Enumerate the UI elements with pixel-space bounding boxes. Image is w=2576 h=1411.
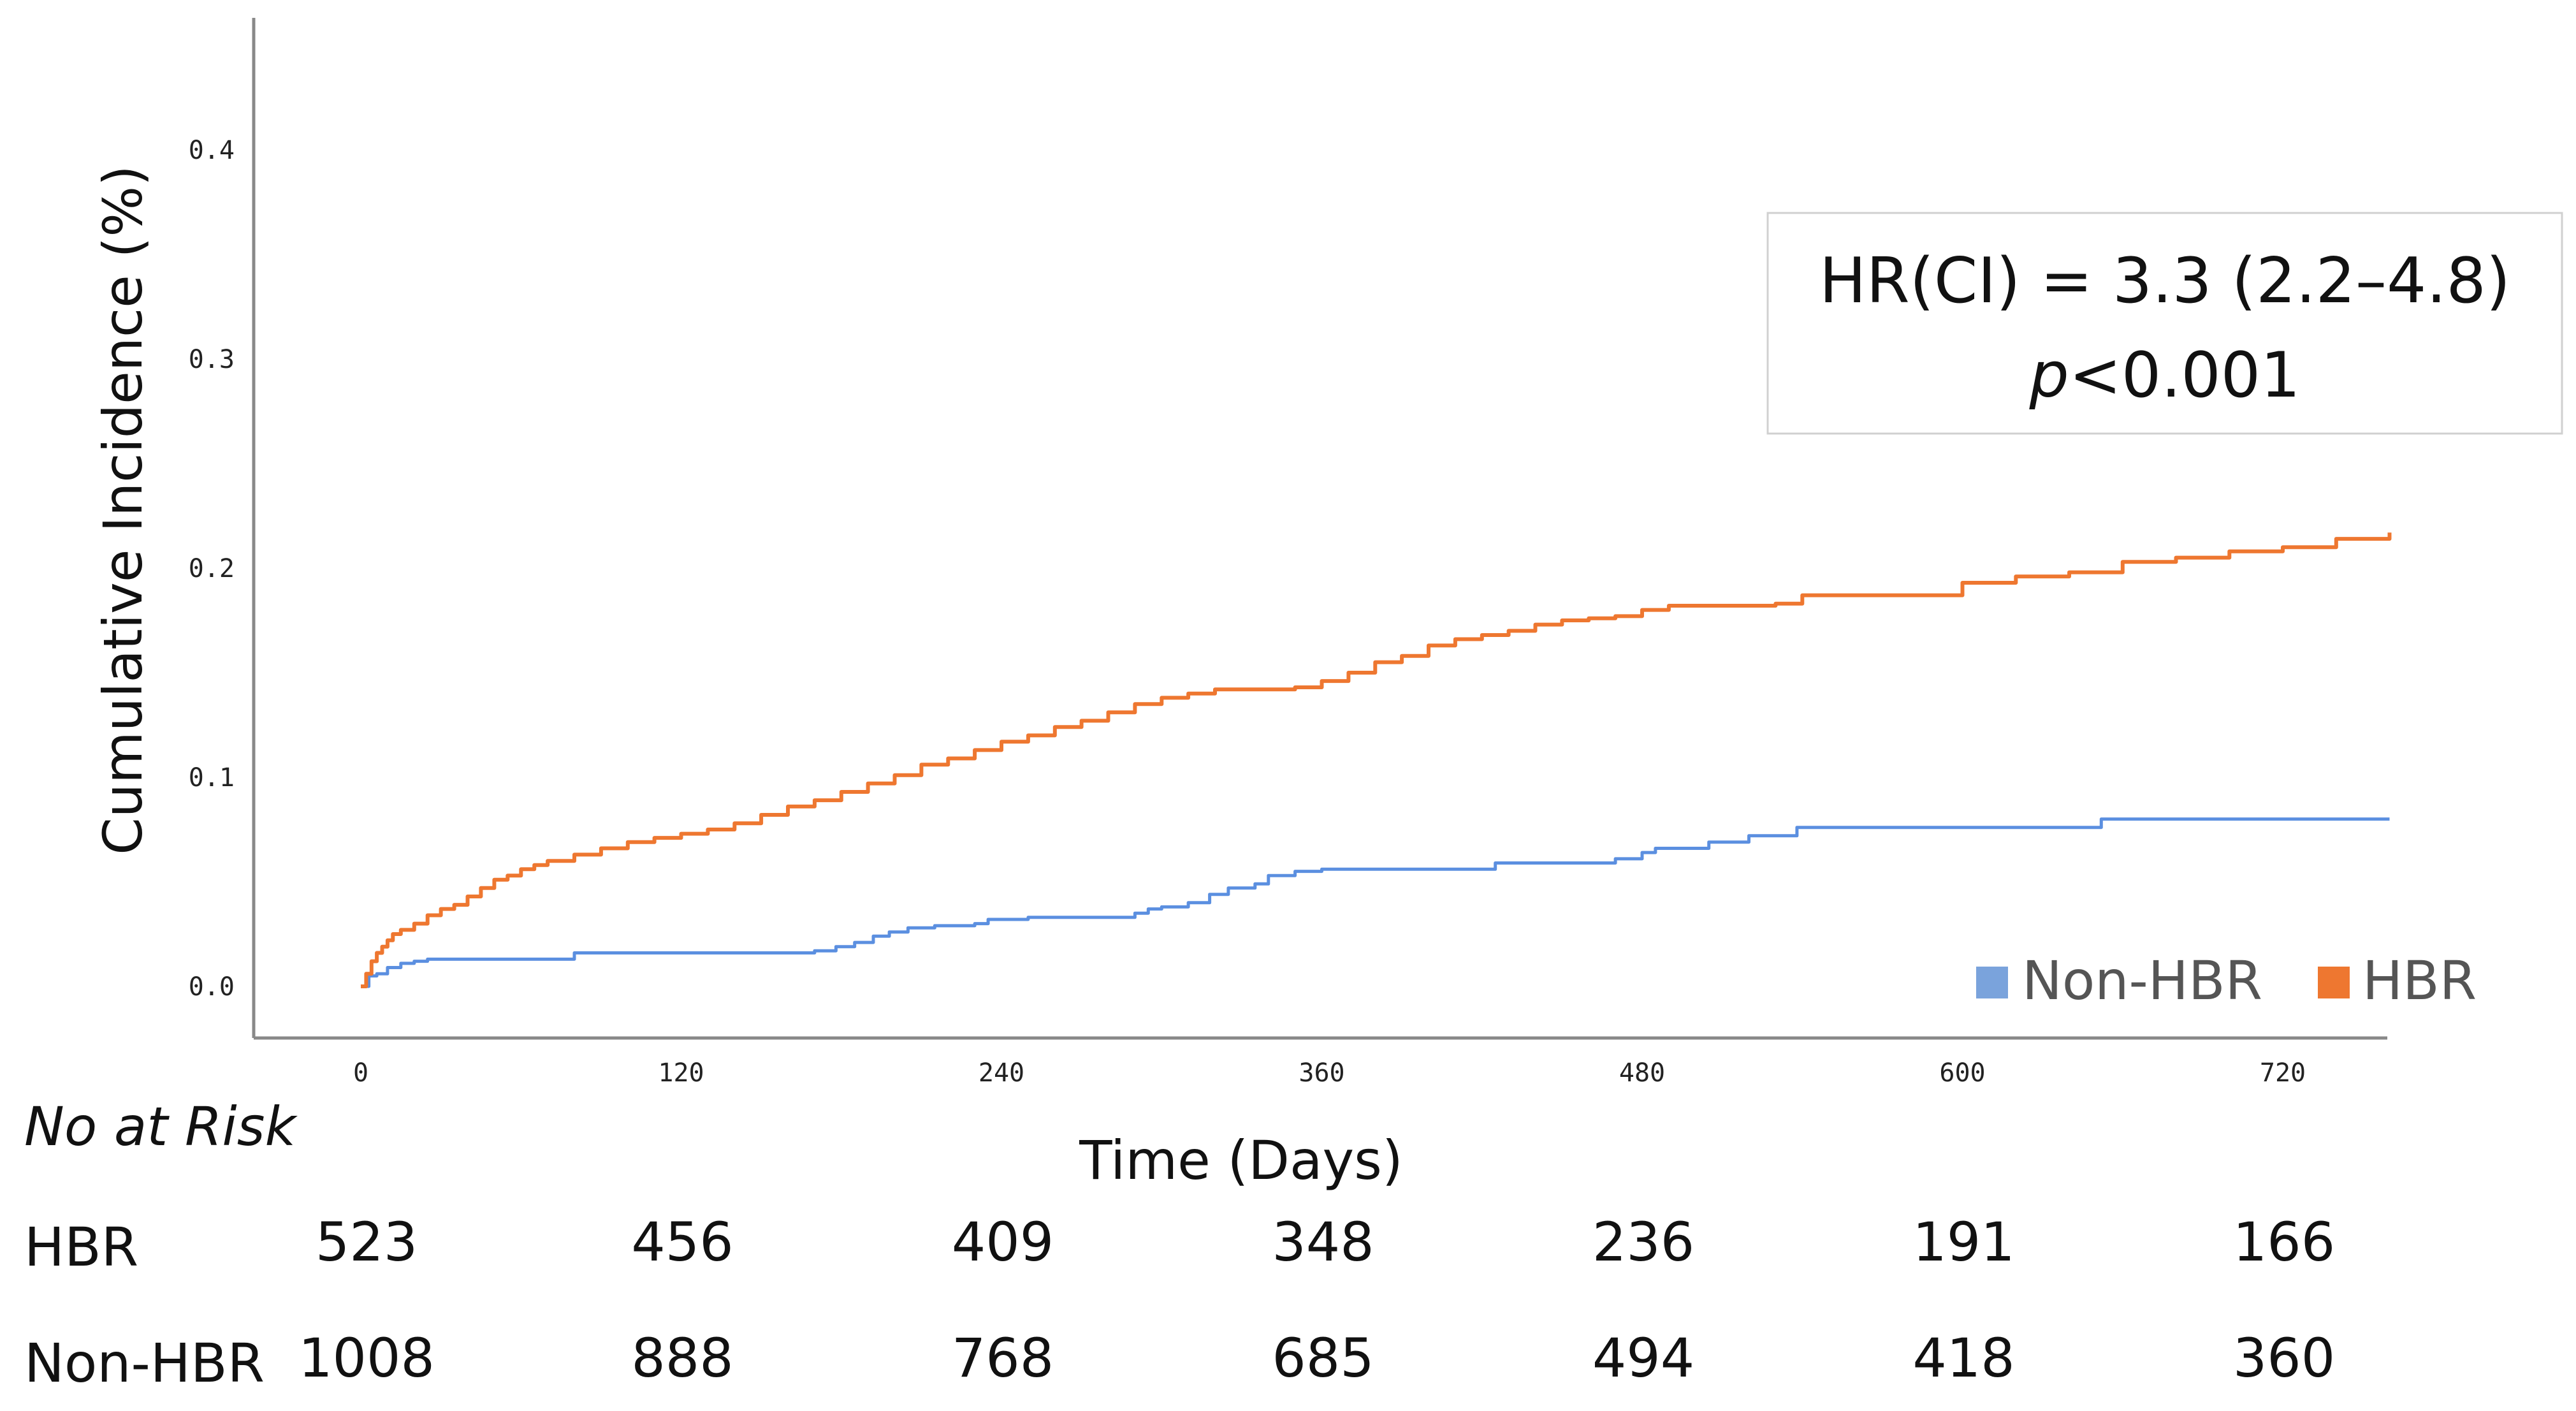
hazard-ratio-text: HR(CI) = 3.3 (2.2–4.8) [1819, 245, 2510, 318]
risk-count: 409 [951, 1211, 1054, 1273]
risk-count: 456 [631, 1211, 734, 1273]
legend: Non-HBR HBR [1976, 949, 2477, 1012]
y-tick-label: 0.0 [189, 972, 235, 1002]
risk-count: 236 [1592, 1211, 1695, 1273]
legend-label-non-hbr: Non-HBR [2022, 949, 2262, 1012]
y-axis-ticks: 0.0 0.1 0.2 0.3 0.4 [189, 136, 235, 1002]
y-tick-label: 0.1 [189, 763, 235, 793]
x-axis-title: Time (Days) [1079, 1129, 1402, 1192]
risk-count: 1008 [298, 1327, 435, 1389]
risk-row-label: Non-HBR [24, 1332, 265, 1394]
series-layer [361, 532, 2392, 988]
series-line-non-hbr [361, 817, 2390, 988]
y-tick-label: 0.4 [189, 136, 235, 165]
y-tick-label: 0.2 [189, 554, 235, 583]
risk-count: 166 [2232, 1211, 2336, 1273]
x-tick-label: 360 [1299, 1058, 1344, 1088]
risk-count: 360 [2232, 1327, 2336, 1389]
x-tick-label: 600 [1939, 1058, 1985, 1088]
risk-count: 494 [1592, 1327, 1695, 1389]
risk-table-title: No at Risk [24, 1095, 296, 1158]
x-tick-label: 120 [658, 1058, 704, 1088]
legend-swatch-hbr [2318, 967, 2350, 998]
y-axis-title: Cumulative Incidence (%) [92, 165, 154, 855]
x-tick-label: 240 [979, 1058, 1024, 1088]
p-value-text: p<0.001 [2029, 339, 2301, 412]
p-symbol: p [2029, 339, 2069, 412]
x-tick-label: 480 [1619, 1058, 1665, 1088]
risk-count: 191 [1912, 1211, 2015, 1273]
risk-count: 888 [631, 1327, 734, 1389]
hazard-ratio-annotation: HR(CI) = 3.3 (2.2–4.8) p<0.001 [1766, 212, 2563, 435]
annotation-box [1766, 212, 2563, 435]
legend-swatch-non-hbr [1976, 967, 2008, 998]
risk-count: 348 [1272, 1211, 1374, 1273]
x-tick-label: 0 [353, 1058, 368, 1088]
risk-count: 418 [1912, 1327, 2015, 1389]
p-value: <0.001 [2069, 339, 2301, 412]
x-tick-label: 720 [2260, 1058, 2306, 1088]
risk-count: 685 [1272, 1327, 1374, 1389]
legend-label-hbr: HBR [2362, 949, 2477, 1012]
risk-row-label: HBR [24, 1216, 139, 1278]
risk-count: 768 [951, 1327, 1054, 1389]
x-axis-ticks: 0 120 240 360 480 600 720 [353, 1058, 2306, 1088]
y-tick-label: 0.3 [189, 345, 235, 374]
series-line-hbr [361, 532, 2392, 988]
risk-count: 523 [315, 1211, 418, 1273]
